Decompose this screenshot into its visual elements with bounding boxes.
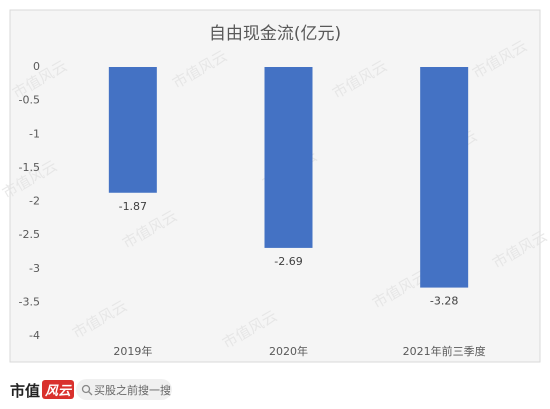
y-tick-label: -1 [29, 127, 40, 140]
data-label: -2.69 [274, 255, 302, 268]
search-icon [81, 384, 93, 396]
bar [264, 67, 313, 248]
y-tick-label: -0.5 [19, 94, 40, 107]
logo: 市值 [10, 382, 41, 400]
bar [108, 67, 157, 193]
logo-accent: 风云 [42, 380, 75, 399]
y-tick-label: -2.5 [19, 228, 40, 241]
footer: 市值 风云 买股之前搜一搜 [0, 370, 550, 409]
data-label: -3.28 [430, 295, 458, 308]
bar [420, 67, 469, 288]
x-tick-label: 2021年前三季度 [403, 344, 486, 358]
data-label: -1.87 [119, 200, 147, 213]
y-tick-label: -3.5 [19, 295, 40, 308]
y-tick-label: -2 [29, 195, 40, 208]
chart-title: 自由现金流(亿元) [209, 24, 341, 44]
y-tick-label: -4 [29, 329, 40, 342]
y-tick-label: 0 [33, 60, 40, 73]
search-placeholder: 买股之前搜一搜 [94, 384, 171, 397]
x-tick-label: 2019年 [113, 344, 152, 358]
y-tick-label: -1.5 [19, 161, 40, 174]
search-box[interactable]: 买股之前搜一搜 [76, 379, 172, 400]
y-tick-label: -3 [29, 262, 40, 275]
x-tick-label: 2020年 [269, 344, 308, 358]
